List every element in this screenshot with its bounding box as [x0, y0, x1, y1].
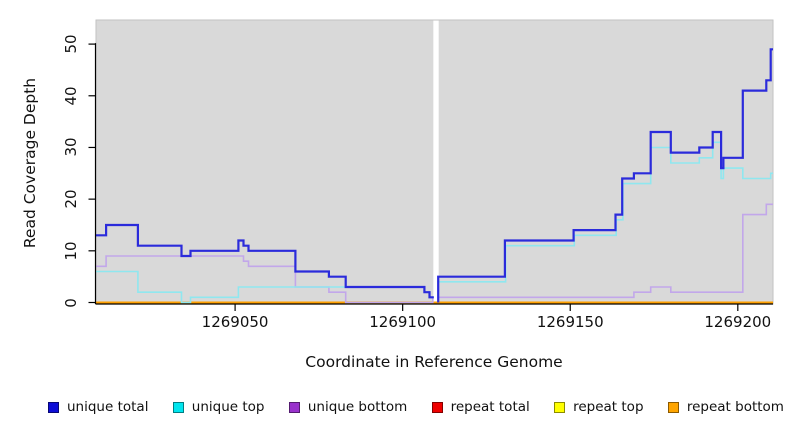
legend-swatch	[431, 401, 443, 413]
series-line-unique-total	[96, 223, 434, 299]
legend-label: repeat bottom	[686, 399, 784, 415]
y-tick-label: 0	[62, 297, 80, 308]
x-axis-title: Coordinate in Reference Genome	[305, 353, 563, 371]
x-tick-label: 1269050	[201, 313, 269, 331]
series-line-unique-top	[437, 141, 773, 303]
series-line-unique-bottom	[438, 203, 773, 299]
legend-item-unique-bottom: unique bottom	[288, 399, 408, 415]
legend-swatch	[48, 401, 59, 413]
y-axis-title: Read Coverage Depth	[21, 77, 39, 249]
legend-swatch	[172, 401, 184, 413]
legend-swatch	[288, 401, 300, 413]
series-line-unique-total	[437, 48, 773, 303]
y-tick-label: 10	[62, 241, 80, 261]
legend-item-repeat-total: repeat total	[431, 399, 530, 415]
legend-swatch	[667, 401, 679, 413]
x-tick-label: 1269150	[536, 313, 604, 331]
x-tick-label: 1269100	[369, 313, 437, 331]
legend-label: repeat total	[450, 399, 530, 415]
legend-label: unique bottom	[307, 399, 408, 415]
x-tick-label: 1269200	[704, 313, 772, 331]
legend: unique total unique top unique bottom repea…	[48, 398, 784, 416]
y-tick-label: 30	[62, 137, 80, 157]
legend-label: repeat top	[573, 399, 644, 415]
legend-label: unique top	[191, 399, 265, 415]
y-tick-label: 40	[62, 86, 80, 106]
legend-item-unique-top: unique top	[172, 399, 265, 415]
gap-band	[433, 20, 439, 302]
legend-label: unique total	[67, 399, 149, 415]
y-tick-label: 20	[62, 189, 80, 209]
legend-item-unique-total: unique total	[48, 399, 148, 415]
y-tick-label: 50	[62, 34, 80, 54]
series-line-unique-bottom	[96, 255, 434, 304]
legend-swatch	[554, 401, 566, 413]
legend-item-repeat-top: repeat top	[554, 399, 644, 415]
legend-item-repeat-bottom: repeat bottom	[667, 399, 784, 415]
